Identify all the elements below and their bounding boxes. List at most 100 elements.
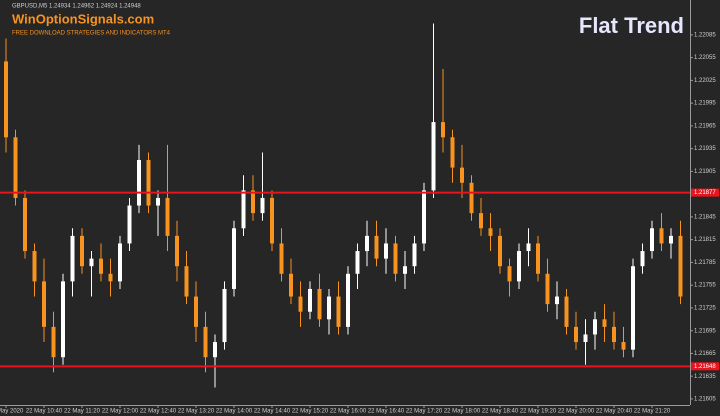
candle-body	[137, 160, 141, 206]
candle-body	[640, 251, 645, 267]
candle-body	[517, 251, 521, 282]
candle-body	[422, 190, 426, 244]
x-tick-label: 22 May 16:40	[368, 409, 405, 415]
y-tick-label: 1.21965	[694, 123, 716, 129]
x-tick-label: 22 May 13:20	[178, 409, 215, 415]
candle-body	[99, 258, 103, 274]
candle-body	[659, 228, 664, 244]
y-tick-label: 1.21635	[694, 374, 716, 380]
candle-body	[355, 251, 360, 274]
candle-body	[574, 326, 578, 343]
candle-body	[80, 235, 84, 267]
candle-body	[146, 160, 151, 206]
price-label: 1.21648	[694, 364, 716, 370]
candle-body	[555, 296, 559, 305]
candle-body	[336, 296, 341, 327]
candle-body	[241, 190, 246, 229]
candle-body	[498, 235, 502, 267]
candle-body	[251, 190, 255, 214]
candle-body	[393, 243, 398, 274]
candle-body	[203, 326, 208, 358]
candle-body	[118, 243, 122, 282]
candle-body	[156, 197, 160, 206]
candle-body	[213, 342, 217, 358]
candle-body	[89, 258, 94, 267]
x-tick-label: 22 May 14:40	[254, 409, 291, 415]
candle-body	[317, 288, 322, 320]
y-tick-label: 1.21695	[694, 328, 716, 334]
x-tick-label: 22 May 20:00	[558, 409, 595, 415]
candle-body	[346, 273, 350, 327]
y-tick-label: 1.22085	[694, 32, 716, 38]
candle-body	[365, 235, 369, 252]
subtitle: FREE DOWNLOAD STRATEGIES AND INDICATORS …	[12, 31, 171, 37]
candle-body	[384, 243, 388, 259]
candle-body	[279, 243, 284, 274]
y-tick-label: 1.21785	[694, 260, 716, 266]
y-tick-label: 1.21605	[694, 397, 716, 403]
candle-body	[232, 228, 236, 289]
y-tick-label: 1.21815	[694, 237, 716, 243]
candle-body	[650, 228, 654, 252]
candle-body	[260, 197, 265, 214]
candle-body	[602, 319, 607, 327]
candle-body	[621, 342, 626, 350]
x-tick-label: 22 May 10:40	[26, 409, 63, 415]
plot-area	[4, 23, 683, 388]
candle-body	[289, 273, 293, 297]
candle-body	[23, 197, 27, 252]
candle-body	[127, 205, 132, 244]
x-tick-label: 22 May 15:20	[292, 409, 329, 415]
candle-body	[678, 235, 683, 297]
x-tick-label: 22 May 12:00	[102, 409, 139, 415]
y-tick-label: 1.21725	[694, 305, 716, 311]
x-tick-label: 22 May 16:00	[330, 409, 367, 415]
x-tick-label: 22 May 21:20	[634, 409, 671, 415]
candle-body	[583, 334, 588, 343]
x-tick-label: 22 May 18:00	[444, 409, 481, 415]
candle-body	[469, 182, 474, 214]
candle-body	[479, 213, 483, 229]
x-tick-label: 22 May 18:40	[482, 409, 519, 415]
candle-body	[175, 235, 179, 267]
x-tick-label: 22 May 12:40	[140, 409, 177, 415]
x-tick-label: 22 May 2020	[0, 409, 24, 415]
candle-body	[222, 288, 227, 343]
candle-body	[51, 326, 56, 358]
candle-body	[612, 326, 616, 343]
y-tick-label: 1.21905	[694, 169, 716, 175]
candle-body	[593, 319, 597, 335]
price-label: 1.21877	[694, 190, 716, 196]
candle-body	[412, 243, 417, 267]
candle-body	[431, 122, 436, 191]
candle-body	[441, 122, 445, 138]
candle-body	[327, 296, 331, 320]
candle-body	[42, 281, 46, 327]
candle-body	[194, 296, 198, 327]
candle-body	[374, 235, 379, 259]
y-tick-label: 1.21755	[694, 283, 716, 289]
brand: WinOptionSignals.com	[12, 11, 154, 26]
candle-body	[564, 296, 569, 327]
candle-body	[507, 266, 512, 282]
x-tick-label: 22 May 19:20	[520, 409, 557, 415]
y-tick-label: 1.21935	[694, 146, 716, 152]
candle-body	[70, 235, 75, 282]
candle-body	[403, 266, 407, 274]
symbol-header: GBPUSD,M5 1.24934 1.24962 1.24924 1.2494…	[12, 4, 141, 10]
chart-title: Flat Trend	[579, 13, 684, 38]
candle-body	[298, 296, 303, 312]
candle-body	[669, 235, 673, 244]
candle-body	[488, 228, 493, 236]
y-tick-label: 1.21995	[694, 101, 716, 107]
candle-body	[631, 266, 635, 350]
price-label-box	[691, 188, 719, 197]
x-tick-label: 22 May 20:40	[596, 409, 633, 415]
candle-body	[536, 243, 540, 274]
candle-body	[308, 288, 312, 312]
y-tick-label: 1.21845	[694, 214, 716, 220]
candle-body	[184, 266, 189, 297]
